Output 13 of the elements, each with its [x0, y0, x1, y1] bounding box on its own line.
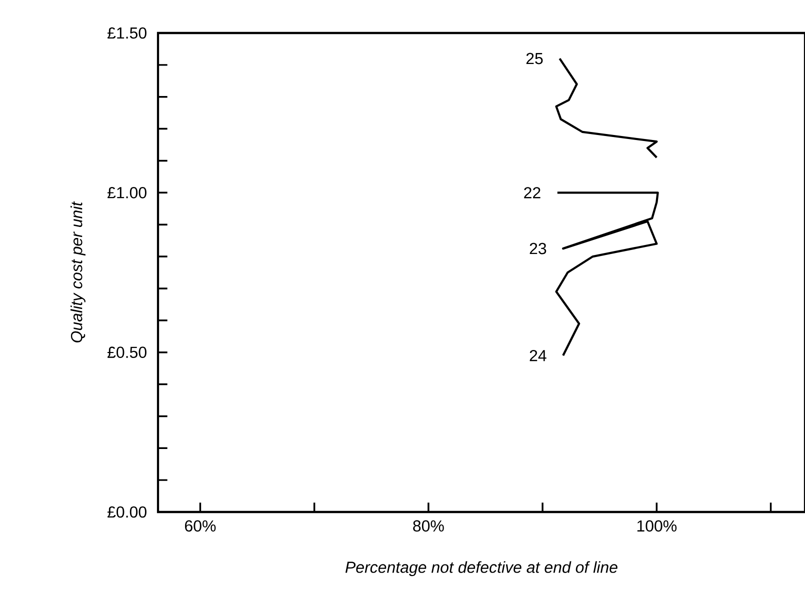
y-tick-label: £1.50 [107, 27, 146, 39]
x-tick-label: 60% [185, 520, 216, 532]
annotation: 23 [530, 242, 546, 254]
x-axis-title: Percentage not defective at end of line [345, 561, 618, 576]
x-tick-label: 100% [637, 520, 677, 532]
x-tick-label: 80% [413, 520, 444, 532]
y-axis-title: Quality cost per unit [70, 201, 86, 342]
annotation: 24 [530, 350, 546, 362]
y-tick-label: £1.00 [107, 187, 146, 198]
annotation: 22 [524, 187, 540, 198]
y-tick-label: £0.50 [107, 346, 146, 358]
y-tick-label: £0.00 [107, 506, 146, 518]
annotation: 25 [526, 52, 543, 64]
